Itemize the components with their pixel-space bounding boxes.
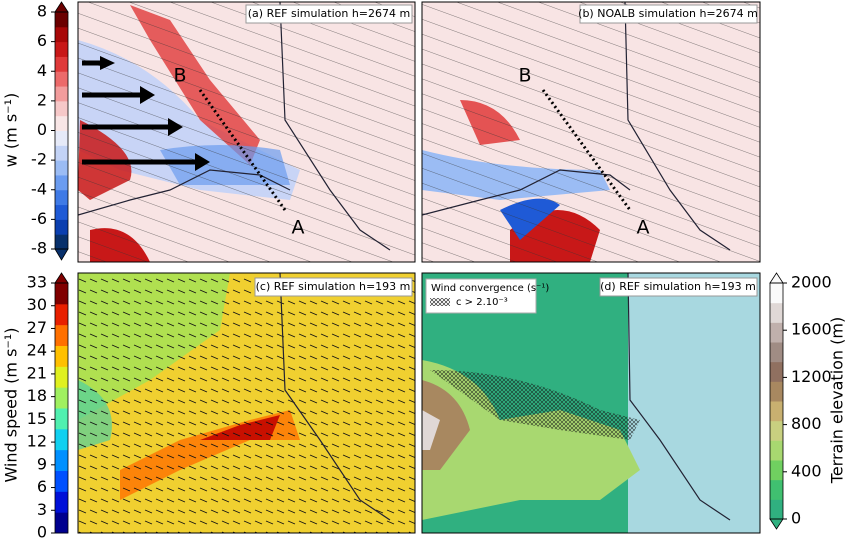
colorbar-segment [55,26,68,43]
colorbar-tick-label: 30 [27,295,47,314]
colorbar-segment [55,283,68,305]
point-label: B [173,65,186,87]
colorbar-segment [770,361,783,382]
colorbar-segment [55,219,68,235]
colorbar-frame [54,282,69,534]
colorbar-tick-label: 3 [37,500,47,519]
legend-box [425,278,537,314]
colorbar-tick-label: 9 [37,454,47,473]
point-label: B [518,65,531,87]
colorbar-segment [770,440,783,461]
colorbar-tick-label: 27 [27,318,47,337]
colorbar-extend [54,272,69,284]
colorbar-segment [770,420,783,441]
colorbar-tick-label: 6 [37,477,47,496]
panel-d: Wind convergence (s⁻¹) c > 2.10⁻³ [422,273,760,533]
panel-title: (d) REF simulation h=193 m [600,280,756,293]
colorbar-segment [770,342,783,363]
colorbar-segment [55,470,68,492]
colorbar-segment [55,387,68,409]
colorbar-segment [770,302,783,323]
colorbar-segment [55,174,68,191]
legend-title: Wind convergence (s⁻¹) [431,283,549,294]
colorbar-segment [55,189,68,206]
colorbar-tick-label: 1200 [791,367,832,386]
colorbar-segment [55,100,68,117]
colorbar-tick-label: 2 [37,90,47,109]
colorbar-tick-label: 2000 [791,273,832,292]
colorbar-tick-label: 21 [27,363,47,382]
colorbar-segment [55,56,68,72]
colorbar-segment [55,512,68,534]
colorbar-segment [770,460,783,481]
colorbar-segment [770,381,783,402]
colorbar-segment [770,479,783,500]
colorbar-segment [770,499,783,520]
colorbar-tick-label: 33 [27,273,47,292]
colorbar-tick-label: -8 [31,239,47,258]
colorbar-tick-label: 4 [37,61,47,80]
colorbar-segment [770,322,783,343]
colorbar-tick-label: 24 [27,341,47,360]
colorbar-tick-label: -6 [31,209,47,228]
colorbar-tick-label: 0 [37,523,47,539]
colorbar-extend [769,518,784,530]
colorbar-tick-label: 0 [37,120,47,139]
colorbar-tick-label: -2 [31,150,47,169]
point-label: A [637,217,650,239]
colorbar-tick-label: 6 [37,31,47,50]
colorbar-segment [55,408,68,430]
colorbar-segment [55,71,68,87]
point-label: A [292,217,305,239]
colorbar-segment [770,401,783,422]
panel-a [78,2,415,262]
colorbar-segment [55,86,68,102]
colorbar-segment [55,41,68,57]
colorbar-segment [770,283,783,304]
colorbar-tick-label: 12 [27,432,47,451]
panel-b [422,2,760,262]
colorbar-tick-label: 0 [791,509,801,528]
colorbar-tick-label: 15 [27,409,47,428]
colorbar-segment [55,366,68,388]
colorbar-extend [54,1,69,13]
colorbar-tick-label: 1600 [791,320,832,339]
colorbar-tick-label: 800 [791,414,822,433]
colorbar-segment [55,204,68,220]
colorbar-extend [769,272,784,284]
colorbar-segment [55,303,68,326]
colorbar-label: Terrain elevation (m) [828,317,847,484]
colorbar-frame [769,282,784,520]
colorbar-segment [55,449,68,471]
colorbar-segment [55,145,68,161]
colorbar-segment [55,491,68,513]
colorbar-label: Wind speed (m s⁻¹) [2,327,21,482]
colorbar-segment [55,12,68,28]
colorbar-tick-label: -4 [31,179,47,198]
colorbar-segment [55,160,68,176]
colorbar-segment [55,115,68,131]
colorbar-tick-label: 18 [27,386,47,405]
colorbar-segment [55,234,68,250]
colorbar-segment [55,324,68,346]
panel-c [78,273,415,533]
colorbar-segment [55,130,68,146]
colorbar-extend [54,248,69,261]
panel-title: (c) REF simulation h=193 m [256,280,411,293]
colorbar-tick-label: 8 [37,2,47,21]
legend-entry: c > 2.10⁻³ [456,297,508,308]
colorbar-segment [55,428,68,451]
colorbar-segment [55,345,68,367]
colorbar-label: w (m s⁻¹) [2,93,21,168]
panel-title: (a) REF simulation h=2674 m [248,7,410,20]
panel-title: (b) NOALB simulation h=2674 m [578,7,758,20]
colorbar-tick-label: 400 [791,461,822,480]
